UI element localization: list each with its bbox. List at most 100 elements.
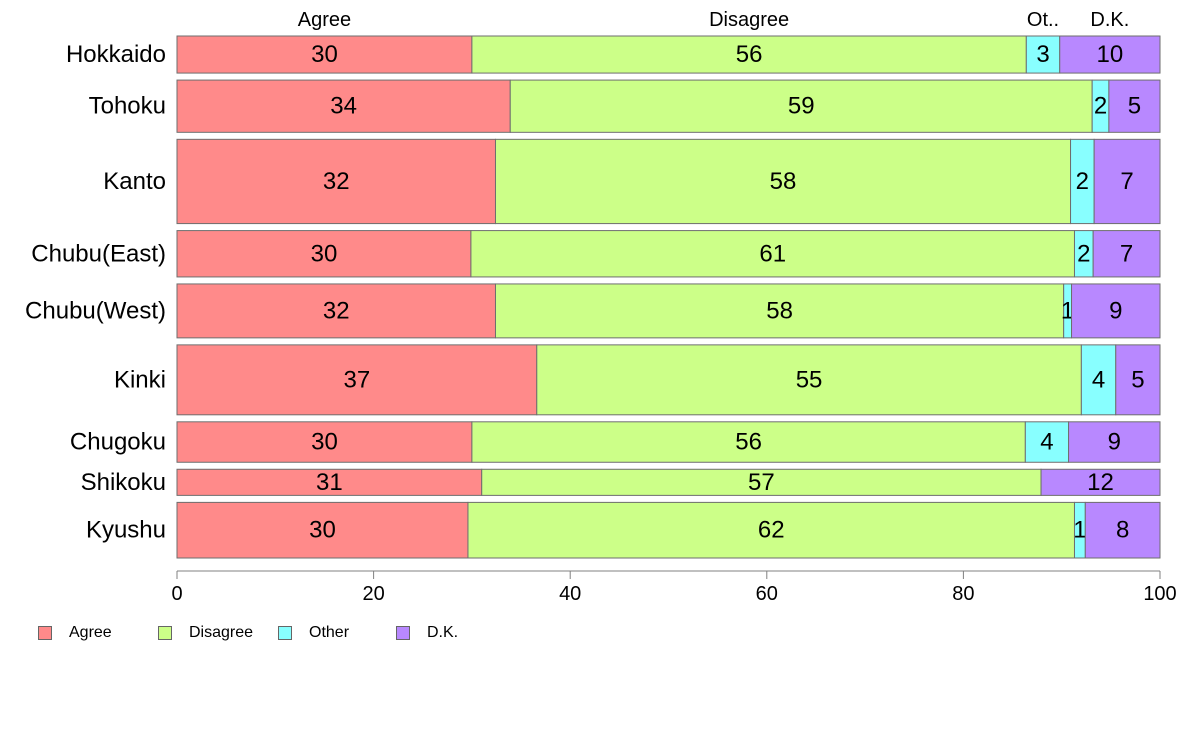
bar-row-kyushu: Kyushu 30 62 1 8 (86, 501, 1161, 559)
bar-kyushu-agree (176, 501, 469, 559)
data-label-chubu-west-d-k: 9 (1109, 297, 1122, 324)
bar-chugoku-other (1024, 421, 1070, 463)
x-tick-label-20: 20 (362, 583, 384, 605)
x-tick-label-60: 60 (756, 583, 778, 605)
bar-shikoku-d-k (1040, 468, 1161, 496)
legend-item-dk: D.K. (396, 624, 516, 642)
bar-hokkaido-other (1025, 35, 1061, 74)
legend-swatch-agree (38, 626, 52, 640)
data-label-chubu-east-disagree: 61 (759, 240, 786, 267)
data-label-kinki-d-k: 5 (1131, 366, 1144, 393)
bar-row-chugoku: Chugoku 30 56 4 9 (70, 421, 1161, 463)
data-label-tohoku-disagree: 59 (788, 93, 815, 120)
bar-chubu-west-d-k (1071, 283, 1161, 339)
bar-chugoku-d-k (1068, 421, 1161, 463)
x-tick-label-40: 40 (559, 583, 581, 605)
data-label-chugoku-d-k: 9 (1108, 429, 1121, 456)
data-label-kyushu-d-k: 8 (1116, 517, 1129, 544)
data-label-hokkaido-d-k: 10 (1097, 41, 1124, 68)
column-header-disagree: Disagree (709, 9, 789, 31)
bar-hokkaido-d-k (1059, 35, 1161, 74)
legend-swatch-other (278, 626, 292, 640)
bar-tohoku-disagree (509, 79, 1093, 133)
data-label-hokkaido-disagree: 56 (736, 41, 763, 68)
data-label-kanto-d-k: 7 (1120, 168, 1133, 195)
column-header-agree: Agree (298, 9, 351, 31)
bar-chubu-east-disagree (470, 230, 1075, 278)
legend: Agree Disagree Other D.K. (38, 624, 516, 642)
data-label-shikoku-disagree: 57 (748, 469, 775, 496)
bar-kinki-disagree (536, 344, 1082, 416)
data-label-chubu-east-other: 2 (1077, 240, 1090, 267)
bar-chubu-west-disagree (494, 283, 1065, 339)
data-label-tohoku-d-k: 5 (1128, 93, 1141, 120)
bar-hokkaido-agree (176, 35, 473, 74)
row-label-shikoku: Shikoku (81, 469, 166, 496)
bar-row-chubu-east: Chubu(East) 30 61 2 7 (31, 230, 1161, 278)
bar-row-tohoku: Tohoku 34 59 2 5 (89, 79, 1161, 133)
data-label-kinki-other: 4 (1092, 366, 1105, 393)
column-header-ot: Ot.. (1027, 9, 1059, 31)
data-label-chubu-east-d-k: 7 (1120, 240, 1133, 267)
bar-kyushu-d-k (1084, 501, 1161, 559)
bar-kanto-disagree (494, 138, 1072, 225)
legend-swatch-dk (396, 626, 410, 640)
data-label-chubu-west-other: 1 (1061, 297, 1074, 324)
row-label-kinki: Kinki (114, 366, 166, 393)
legend-item-agree: Agree (38, 624, 158, 642)
bar-kinki-agree (176, 344, 538, 416)
bar-chubu-east-d-k (1092, 230, 1161, 278)
legend-label-dk: D.K. (427, 624, 459, 641)
column-headers: Agree Disagree Ot.. D.K. (298, 9, 1130, 31)
data-label-tohoku-other: 2 (1094, 93, 1107, 120)
data-label-kyushu-disagree: 62 (758, 517, 785, 544)
row-label-hokkaido: Hokkaido (66, 41, 166, 68)
data-label-tohoku-agree: 34 (330, 93, 357, 120)
bar-kanto-d-k (1093, 138, 1161, 225)
column-header-d-k: D.K. (1090, 9, 1129, 31)
data-label-chugoku-disagree: 56 (735, 429, 762, 456)
x-axis: 0 20 40 60 80 100 (171, 570, 1177, 605)
x-tick-label-80: 80 (952, 583, 974, 605)
row-label-chubu-west: Chubu(West) (25, 297, 166, 324)
legend-label-agree: Agree (69, 624, 112, 641)
x-tick-label-100: 100 (1143, 583, 1176, 605)
data-label-kyushu-other: 1 (1073, 517, 1086, 544)
bar-row-kinki: Kinki 37 55 4 5 (114, 344, 1161, 416)
data-label-chugoku-other: 4 (1040, 429, 1053, 456)
row-label-tohoku: Tohoku (89, 93, 166, 120)
data-label-kinki-agree: 37 (344, 366, 371, 393)
bar-row-hokkaido: Hokkaido 30 56 3 10 (66, 35, 1161, 74)
legend-label-other: Other (309, 624, 350, 641)
bar-row-shikoku: Shikoku 31 57 12 (81, 468, 1161, 496)
bar-shikoku-agree (176, 468, 483, 496)
data-label-chugoku-agree: 30 (311, 429, 338, 456)
data-label-shikoku-agree: 31 (316, 469, 343, 496)
data-label-kyushu-agree: 30 (309, 517, 336, 544)
row-label-chugoku: Chugoku (70, 429, 166, 456)
data-label-hokkaido-other: 3 (1036, 41, 1049, 68)
data-label-kanto-agree: 32 (323, 168, 350, 195)
row-label-kanto: Kanto (103, 168, 166, 195)
data-label-kanto-other: 2 (1076, 168, 1089, 195)
row-label-kyushu: Kyushu (86, 517, 166, 544)
data-label-chubu-west-agree: 32 (323, 297, 350, 324)
legend-label-disagree: Disagree (189, 624, 254, 641)
bar-kinki-d-k (1115, 344, 1161, 416)
legend-item-other: Other (278, 624, 396, 642)
bar-chugoku-disagree (471, 421, 1026, 463)
bar-kanto-agree (176, 138, 496, 225)
data-label-chubu-east-agree: 30 (311, 240, 338, 267)
bar-row-chubu-west: Chubu(West) 32 58 1 9 (25, 283, 1161, 339)
data-label-chubu-west-disagree: 58 (766, 297, 793, 324)
row-label-chubu-east: Chubu(East) (31, 240, 166, 267)
bar-hokkaido-disagree (471, 35, 1027, 74)
data-label-kanto-disagree: 58 (770, 168, 797, 195)
bar-tohoku-agree (176, 79, 511, 133)
x-tick-label-0: 0 (171, 583, 182, 605)
legend-swatch-disagree (158, 626, 172, 640)
bar-tohoku-d-k (1108, 79, 1161, 133)
bar-shikoku-disagree (481, 468, 1042, 496)
